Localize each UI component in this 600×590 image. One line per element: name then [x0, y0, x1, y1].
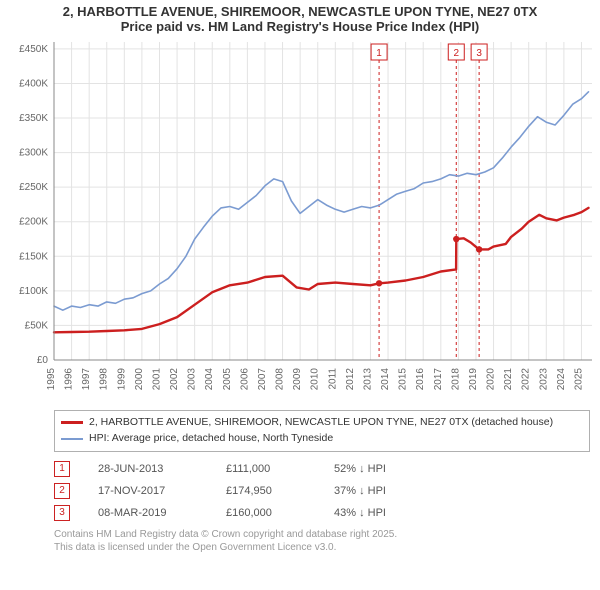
svg-text:2003: 2003 — [187, 368, 198, 391]
svg-text:2013: 2013 — [362, 368, 373, 391]
svg-text:2012: 2012 — [345, 368, 356, 391]
svg-text:1999: 1999 — [116, 368, 127, 391]
page-root: 2, HARBOTTLE AVENUE, SHIREMOOR, NEWCASTL… — [0, 0, 600, 555]
attribution-line-1: Contains HM Land Registry data © Crown c… — [54, 528, 590, 542]
transaction-date: 08-MAR-2019 — [98, 507, 198, 519]
svg-text:2018: 2018 — [450, 368, 461, 391]
legend-swatch-hpi — [61, 438, 83, 440]
transaction-marker: 3 — [54, 505, 70, 521]
legend-item-price-paid: 2, HARBOTTLE AVENUE, SHIREMOOR, NEWCASTL… — [61, 415, 583, 431]
svg-text:2022: 2022 — [521, 368, 532, 391]
svg-text:1: 1 — [376, 48, 382, 59]
svg-text:2004: 2004 — [204, 368, 215, 391]
svg-text:2008: 2008 — [275, 368, 286, 391]
svg-text:1997: 1997 — [81, 368, 92, 391]
table-row: 1 28-JUN-2013 £111,000 52% ↓ HPI — [54, 458, 590, 480]
svg-text:£350K: £350K — [19, 113, 48, 124]
transaction-price: £111,000 — [226, 463, 306, 475]
transaction-marker: 1 — [54, 461, 70, 477]
svg-text:£300K: £300K — [19, 148, 48, 159]
svg-text:2010: 2010 — [310, 368, 321, 391]
svg-text:2014: 2014 — [380, 368, 391, 391]
svg-text:2023: 2023 — [538, 368, 549, 391]
svg-text:2009: 2009 — [292, 368, 303, 391]
svg-text:£250K: £250K — [19, 182, 48, 193]
svg-text:2: 2 — [453, 48, 459, 59]
transaction-delta: 43% ↓ HPI — [334, 507, 434, 519]
legend-swatch-price-paid — [61, 421, 83, 424]
svg-text:2000: 2000 — [134, 368, 145, 391]
transaction-price: £174,950 — [226, 485, 306, 497]
svg-text:2006: 2006 — [239, 368, 250, 391]
svg-text:2005: 2005 — [222, 368, 233, 391]
svg-text:£450K: £450K — [19, 44, 48, 55]
svg-text:2016: 2016 — [415, 368, 426, 391]
title-line-2: Price paid vs. HM Land Registry's House … — [8, 19, 592, 34]
svg-text:1996: 1996 — [64, 368, 75, 391]
attribution-text: Contains HM Land Registry data © Crown c… — [54, 528, 590, 555]
table-row: 3 08-MAR-2019 £160,000 43% ↓ HPI — [54, 502, 590, 524]
svg-text:£150K: £150K — [19, 251, 48, 262]
title-line-1: 2, HARBOTTLE AVENUE, SHIREMOOR, NEWCASTL… — [8, 4, 592, 19]
svg-text:2011: 2011 — [327, 368, 338, 390]
chart-area: £0 £50K £100K £150K £200K £250K £300K £350K £400… — [0, 36, 600, 406]
svg-text:£0: £0 — [37, 355, 49, 366]
legend-box: 2, HARBOTTLE AVENUE, SHIREMOOR, NEWCASTL… — [54, 410, 590, 452]
legend-label-price-paid: 2, HARBOTTLE AVENUE, SHIREMOOR, NEWCASTL… — [89, 415, 553, 431]
svg-text:£100K: £100K — [19, 286, 48, 297]
attribution-line-2: This data is licensed under the Open Gov… — [54, 541, 590, 555]
svg-text:1995: 1995 — [46, 368, 57, 391]
svg-text:2007: 2007 — [257, 368, 268, 391]
svg-text:2021: 2021 — [503, 368, 514, 391]
legend-label-hpi: HPI: Average price, detached house, Nort… — [89, 431, 333, 447]
svg-text:2015: 2015 — [398, 368, 409, 391]
transaction-date: 28-JUN-2013 — [98, 463, 198, 475]
svg-text:2017: 2017 — [433, 368, 444, 391]
svg-text:1998: 1998 — [99, 368, 110, 391]
transaction-date: 17-NOV-2017 — [98, 485, 198, 497]
line-chart-svg: £0 £50K £100K £150K £200K £250K £300K £350K £400… — [0, 36, 600, 406]
svg-text:2020: 2020 — [486, 368, 497, 391]
table-row: 2 17-NOV-2017 £174,950 37% ↓ HPI — [54, 480, 590, 502]
chart-title: 2, HARBOTTLE AVENUE, SHIREMOOR, NEWCASTL… — [0, 0, 600, 36]
transaction-delta: 52% ↓ HPI — [334, 463, 434, 475]
transaction-marker: 2 — [54, 483, 70, 499]
svg-text:2002: 2002 — [169, 368, 180, 391]
svg-text:£50K: £50K — [25, 320, 49, 331]
svg-text:2019: 2019 — [468, 368, 479, 391]
svg-text:2001: 2001 — [151, 368, 162, 391]
legend-item-hpi: HPI: Average price, detached house, Nort… — [61, 431, 583, 447]
svg-text:3: 3 — [476, 48, 482, 59]
transaction-delta: 37% ↓ HPI — [334, 485, 434, 497]
svg-text:2024: 2024 — [556, 368, 567, 391]
svg-text:£200K: £200K — [19, 217, 48, 228]
svg-text:2025: 2025 — [573, 368, 584, 391]
transaction-price: £160,000 — [226, 507, 306, 519]
svg-text:£400K: £400K — [19, 78, 48, 89]
transactions-table: 1 28-JUN-2013 £111,000 52% ↓ HPI 2 17-NO… — [54, 458, 590, 524]
